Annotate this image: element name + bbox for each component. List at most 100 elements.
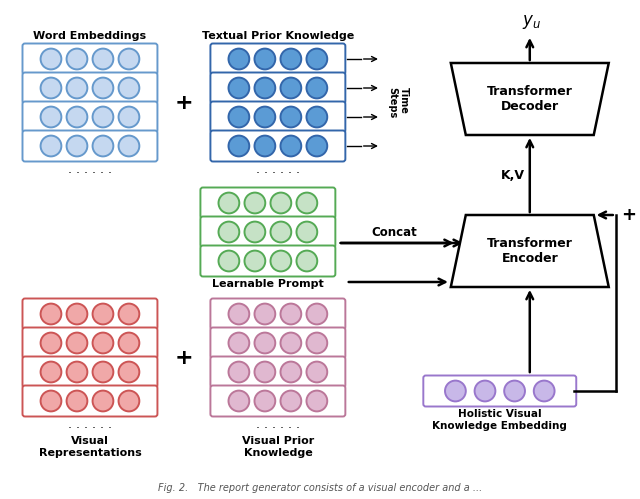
Circle shape bbox=[40, 333, 61, 353]
FancyBboxPatch shape bbox=[211, 72, 346, 103]
Text: Textual Prior Knowledge: Textual Prior Knowledge bbox=[202, 31, 354, 41]
Text: · · · · · ·: · · · · · · bbox=[68, 422, 112, 435]
Circle shape bbox=[40, 303, 61, 324]
Circle shape bbox=[118, 136, 140, 156]
Circle shape bbox=[228, 48, 250, 69]
Text: · · · · · ·: · · · · · · bbox=[68, 167, 112, 180]
FancyBboxPatch shape bbox=[211, 386, 346, 417]
Circle shape bbox=[218, 250, 239, 271]
Circle shape bbox=[67, 107, 88, 127]
FancyBboxPatch shape bbox=[22, 101, 157, 133]
FancyBboxPatch shape bbox=[211, 131, 346, 162]
Circle shape bbox=[93, 362, 113, 382]
Circle shape bbox=[244, 250, 266, 271]
Circle shape bbox=[280, 48, 301, 69]
Circle shape bbox=[255, 78, 275, 98]
Circle shape bbox=[93, 78, 113, 98]
Circle shape bbox=[118, 362, 140, 382]
Circle shape bbox=[118, 78, 140, 98]
Text: Transformer
Encoder: Transformer Encoder bbox=[487, 237, 573, 265]
Circle shape bbox=[296, 222, 317, 243]
Circle shape bbox=[255, 333, 275, 353]
Text: Transformer
Decoder: Transformer Decoder bbox=[487, 85, 573, 113]
Circle shape bbox=[307, 333, 327, 353]
Text: Concat: Concat bbox=[372, 226, 418, 239]
Circle shape bbox=[280, 391, 301, 411]
Circle shape bbox=[218, 222, 239, 243]
Circle shape bbox=[67, 136, 88, 156]
Text: Time
Steps: Time Steps bbox=[387, 87, 408, 118]
Circle shape bbox=[255, 107, 275, 127]
Circle shape bbox=[255, 48, 275, 69]
Circle shape bbox=[280, 362, 301, 382]
Text: +: + bbox=[621, 206, 636, 224]
Circle shape bbox=[118, 48, 140, 69]
Text: +: + bbox=[175, 347, 193, 367]
FancyBboxPatch shape bbox=[22, 298, 157, 329]
Circle shape bbox=[280, 107, 301, 127]
Polygon shape bbox=[451, 63, 609, 135]
Circle shape bbox=[93, 333, 113, 353]
Polygon shape bbox=[451, 215, 609, 287]
Circle shape bbox=[307, 362, 327, 382]
FancyBboxPatch shape bbox=[211, 298, 346, 329]
Circle shape bbox=[296, 250, 317, 271]
Text: K,V: K,V bbox=[500, 169, 525, 182]
Circle shape bbox=[93, 391, 113, 411]
Circle shape bbox=[271, 222, 291, 243]
FancyBboxPatch shape bbox=[22, 386, 157, 417]
FancyBboxPatch shape bbox=[211, 356, 346, 388]
Circle shape bbox=[504, 381, 525, 401]
Circle shape bbox=[67, 303, 88, 324]
Text: Word Embeddings: Word Embeddings bbox=[33, 31, 147, 41]
FancyBboxPatch shape bbox=[200, 246, 335, 276]
FancyBboxPatch shape bbox=[22, 356, 157, 388]
Circle shape bbox=[534, 381, 555, 401]
Circle shape bbox=[228, 136, 250, 156]
FancyBboxPatch shape bbox=[200, 217, 335, 248]
Circle shape bbox=[280, 136, 301, 156]
Circle shape bbox=[307, 303, 327, 324]
FancyBboxPatch shape bbox=[22, 327, 157, 358]
Circle shape bbox=[93, 107, 113, 127]
Circle shape bbox=[244, 222, 266, 243]
Circle shape bbox=[228, 78, 250, 98]
Circle shape bbox=[40, 136, 61, 156]
Text: · · · · · ·: · · · · · · bbox=[256, 167, 300, 180]
Text: +: + bbox=[175, 92, 193, 112]
Circle shape bbox=[271, 250, 291, 271]
Circle shape bbox=[67, 391, 88, 411]
Circle shape bbox=[67, 333, 88, 353]
Circle shape bbox=[40, 362, 61, 382]
Circle shape bbox=[118, 391, 140, 411]
Circle shape bbox=[475, 381, 495, 401]
Circle shape bbox=[307, 48, 327, 69]
Circle shape bbox=[67, 362, 88, 382]
FancyBboxPatch shape bbox=[211, 43, 346, 74]
Circle shape bbox=[445, 381, 466, 401]
FancyBboxPatch shape bbox=[22, 43, 157, 74]
Text: $y_u$: $y_u$ bbox=[522, 13, 541, 31]
Circle shape bbox=[307, 136, 327, 156]
Text: Visual Prior
Knowledge: Visual Prior Knowledge bbox=[242, 436, 314, 458]
Circle shape bbox=[228, 391, 250, 411]
Circle shape bbox=[255, 391, 275, 411]
Circle shape bbox=[218, 193, 239, 214]
Circle shape bbox=[255, 303, 275, 324]
Circle shape bbox=[228, 107, 250, 127]
Circle shape bbox=[307, 391, 327, 411]
Text: Fig. 2.   The report generator consists of a visual encoder and a ...: Fig. 2. The report generator consists of… bbox=[157, 483, 482, 493]
Circle shape bbox=[307, 107, 327, 127]
Text: Learnable Prompt: Learnable Prompt bbox=[212, 279, 324, 289]
Circle shape bbox=[280, 303, 301, 324]
Circle shape bbox=[118, 333, 140, 353]
Circle shape bbox=[40, 48, 61, 69]
Circle shape bbox=[93, 48, 113, 69]
Circle shape bbox=[93, 136, 113, 156]
Circle shape bbox=[280, 78, 301, 98]
Circle shape bbox=[296, 193, 317, 214]
Circle shape bbox=[118, 107, 140, 127]
Circle shape bbox=[93, 303, 113, 324]
Circle shape bbox=[118, 303, 140, 324]
Text: · · · · · ·: · · · · · · bbox=[256, 422, 300, 435]
